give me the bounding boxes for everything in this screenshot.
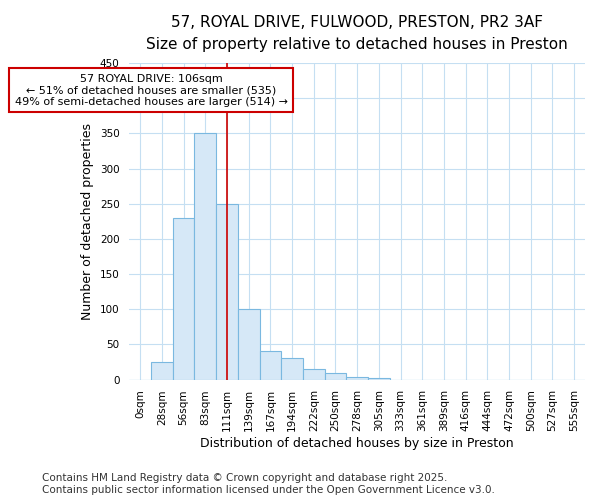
X-axis label: Distribution of detached houses by size in Preston: Distribution of detached houses by size … (200, 437, 514, 450)
Bar (173, 218, 194, 380)
Bar (216, 204, 238, 380)
Bar (303, 369, 325, 380)
Text: Contains HM Land Registry data © Crown copyright and database right 2025.
Contai: Contains HM Land Registry data © Crown c… (42, 474, 495, 495)
Bar (238, 310, 260, 380)
Title: 57, ROYAL DRIVE, FULWOOD, PRESTON, PR2 3AF
Size of property relative to detached: 57, ROYAL DRIVE, FULWOOD, PRESTON, PR2 3… (146, 15, 568, 52)
Bar (194, 134, 216, 380)
Bar (281, 358, 303, 380)
Bar (325, 372, 346, 380)
Y-axis label: Number of detached properties: Number of detached properties (82, 123, 94, 320)
Bar (151, 362, 173, 380)
Bar (260, 352, 281, 380)
Text: 57 ROYAL DRIVE: 106sqm
← 51% of detached houses are smaller (535)
49% of semi-de: 57 ROYAL DRIVE: 106sqm ← 51% of detached… (14, 74, 287, 107)
Bar (346, 377, 368, 380)
Bar (368, 378, 390, 380)
